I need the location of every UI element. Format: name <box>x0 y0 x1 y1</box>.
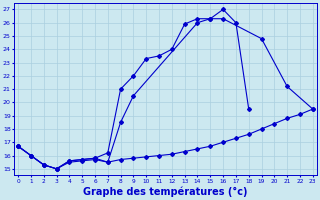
X-axis label: Graphe des températures (°c): Graphe des températures (°c) <box>83 187 248 197</box>
